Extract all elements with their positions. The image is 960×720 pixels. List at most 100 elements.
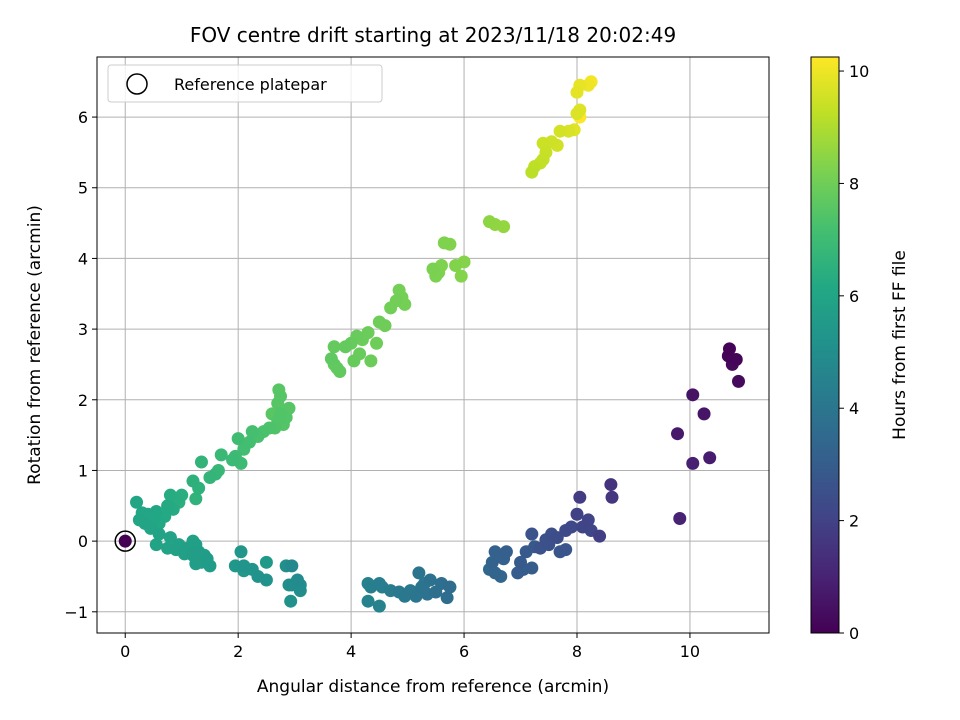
- chart-title: FOV centre drift starting at 2023/11/18 …: [190, 23, 676, 47]
- x-tick-label: 6: [459, 642, 469, 661]
- data-point: [163, 488, 177, 502]
- data-point: [130, 495, 144, 509]
- data-point: [564, 520, 578, 534]
- plot-area: [97, 57, 769, 633]
- data-point: [384, 301, 398, 315]
- data-point: [559, 543, 573, 557]
- x-tick-label: 2: [233, 642, 243, 661]
- data-point: [186, 474, 200, 488]
- data-point: [152, 527, 166, 541]
- data-point: [511, 566, 525, 580]
- data-point: [234, 545, 248, 559]
- reference-point: [118, 534, 132, 548]
- data-point: [499, 545, 513, 559]
- data-point: [372, 315, 386, 329]
- y-tick-label: 6: [78, 108, 88, 127]
- data-point: [570, 85, 584, 99]
- data-point: [149, 538, 163, 552]
- data-point: [514, 555, 528, 569]
- reference-marker: [114, 530, 136, 552]
- data-point: [203, 559, 217, 573]
- data-point: [553, 124, 567, 138]
- data-point: [722, 342, 736, 356]
- data-point: [488, 566, 502, 580]
- legend: Reference platepar: [107, 64, 383, 103]
- data-point: [454, 269, 468, 283]
- data-point: [525, 561, 539, 575]
- data-point: [703, 451, 717, 465]
- data-point: [231, 432, 245, 446]
- data-point: [604, 478, 618, 492]
- y-tick-label: 2: [78, 391, 88, 410]
- data-point: [443, 580, 457, 594]
- data-point: [245, 425, 259, 439]
- colorbar: 0 2 4 6 8 10 Hours from first FF file: [810, 56, 910, 643]
- colorbar-tick-label: 6: [849, 287, 859, 306]
- legend-marker: [126, 73, 148, 95]
- data-point: [686, 456, 700, 470]
- colorbar-ticks: 0 2 4 6 8 10: [839, 62, 869, 643]
- colorbar-tick-label: 2: [849, 512, 859, 531]
- data-point: [686, 388, 700, 402]
- x-tick-label: 0: [120, 642, 130, 661]
- data-point: [697, 407, 711, 421]
- data-point: [581, 513, 595, 527]
- reference-ring: [114, 530, 136, 552]
- y-tick-label: 4: [78, 249, 88, 268]
- data-point: [324, 352, 338, 366]
- colorbar-tick-label: 4: [849, 399, 859, 418]
- data-point: [259, 573, 273, 587]
- x-tick-label: 10: [680, 642, 700, 661]
- data-point: [194, 455, 208, 469]
- data-point: [593, 529, 607, 543]
- data-point: [226, 453, 240, 467]
- plot-frame: [96, 56, 770, 634]
- data-point: [161, 499, 175, 513]
- data-point: [372, 599, 386, 613]
- y-tick-label: 5: [78, 179, 88, 198]
- legend-box: [107, 64, 383, 103]
- data-point: [570, 107, 584, 121]
- data-point: [573, 490, 587, 504]
- x-tick-label: 8: [572, 642, 582, 661]
- y-tick-label: 1: [78, 461, 88, 480]
- y-axis-ticks: −1 0 1 2 3 4 5 6: [64, 108, 97, 622]
- data-point: [259, 555, 273, 569]
- data-point: [412, 566, 426, 580]
- y-tick-label: 3: [78, 320, 88, 339]
- data-point: [671, 427, 685, 441]
- data-point: [203, 471, 217, 485]
- data-point: [437, 236, 451, 250]
- data-point: [189, 492, 203, 506]
- data-point: [525, 527, 539, 541]
- y-axis-label: Rotation from reference (arcmin): [25, 205, 45, 485]
- data-point: [364, 354, 378, 368]
- y-tick-label: 0: [78, 532, 88, 551]
- data-point: [214, 448, 228, 462]
- data-point: [525, 165, 539, 179]
- colorbar-tick-label: 8: [849, 174, 859, 193]
- data-point: [370, 336, 384, 350]
- colorbar-gradient: [810, 56, 840, 634]
- data-point: [426, 262, 440, 276]
- data-point: [673, 512, 687, 526]
- legend-entry-reference: Reference platepar: [174, 75, 327, 94]
- data-point: [440, 591, 454, 605]
- data-point: [327, 340, 341, 354]
- data-point: [284, 594, 298, 608]
- data-point: [732, 374, 746, 388]
- data-point: [271, 396, 285, 410]
- data-point: [347, 354, 361, 368]
- data-point: [338, 340, 352, 354]
- data-point: [423, 573, 437, 587]
- data-point: [570, 507, 584, 521]
- data-point: [392, 283, 406, 297]
- data-point: [449, 258, 463, 272]
- y-tick-label: −1: [64, 603, 88, 622]
- x-tick-label: 4: [346, 642, 356, 661]
- data-point: [361, 594, 375, 608]
- data-point: [605, 490, 619, 504]
- x-axis-ticks: 0 2 4 6 8 10: [120, 633, 700, 661]
- colorbar-tick-label: 0: [849, 624, 859, 643]
